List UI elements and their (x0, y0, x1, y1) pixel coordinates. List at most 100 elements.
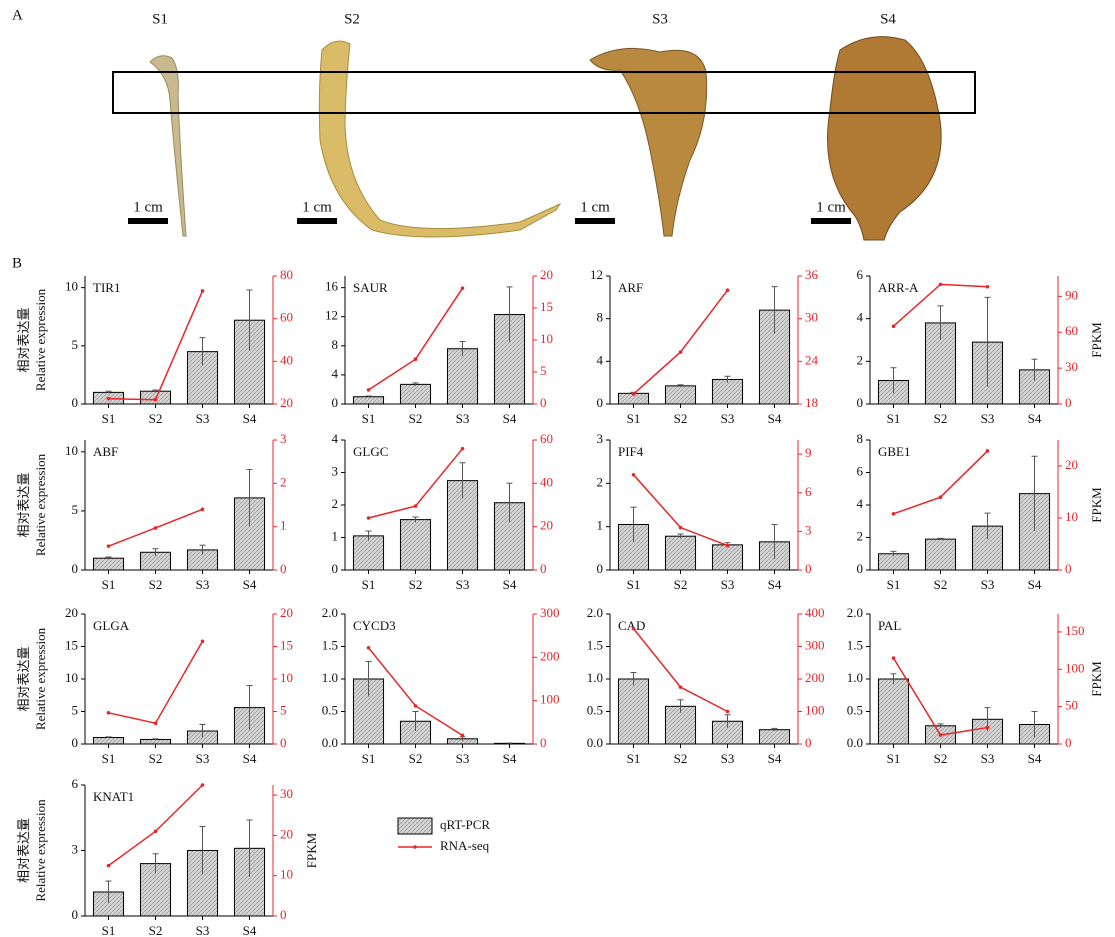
x-tick-label: S2 (149, 923, 163, 937)
y2-tick-label: 20 (540, 518, 553, 533)
x-tick-label: S4 (503, 751, 517, 766)
line-point (106, 396, 111, 401)
line-series (633, 289, 729, 395)
y2-tick-label: 0 (280, 735, 287, 750)
y2-tick-label: 40 (280, 352, 293, 367)
y-tick-label: 4 (597, 352, 604, 367)
y-tick-label: 1.0 (322, 670, 338, 685)
y-tick-label: 2 (332, 496, 339, 511)
line-point (725, 709, 730, 714)
line-series (893, 450, 989, 515)
y2-tick-label: 100 (1065, 660, 1085, 675)
x-tick-label: S4 (1028, 577, 1042, 592)
y2-tick-label: 0 (1065, 561, 1072, 576)
line-point (938, 495, 943, 500)
line-point (413, 504, 418, 508)
y2-tick-label: 10 (540, 331, 553, 346)
x-tick-label: S2 (934, 751, 948, 766)
y2-tick-label: 30 (280, 786, 293, 801)
x-tick-label: S3 (196, 923, 210, 937)
y2-tick-label: 18 (805, 395, 818, 410)
chart-title: KNAT1 (93, 789, 134, 804)
line-point (678, 685, 683, 689)
y2-tick-label: 50 (1065, 698, 1078, 713)
bar (92, 891, 125, 917)
x-tick-label: S1 (362, 577, 376, 592)
legend-label: qRT-PCR (440, 817, 490, 832)
highlight-box (112, 71, 976, 114)
scale-bar (128, 218, 168, 224)
line-point (460, 446, 465, 451)
chart-title: GLGA (93, 618, 130, 633)
y-tick-label: 5 (72, 702, 79, 717)
y-tick-label: 16 (325, 279, 339, 294)
y2-tick-label: 0 (540, 561, 547, 576)
y2-tick-label: 5 (280, 702, 287, 717)
x-tick-label: S3 (721, 411, 735, 426)
y2-tick-label: 20 (280, 826, 293, 841)
y2-tick-label: 60 (540, 431, 553, 446)
x-tick-label: S2 (934, 411, 948, 426)
y-tick-label: 4 (857, 310, 864, 325)
line-point (678, 525, 683, 530)
chart-title: ARF (618, 280, 643, 295)
line-point (106, 711, 111, 715)
y2-tick-label: 0 (280, 561, 287, 576)
y-tick-label: 5 (72, 502, 79, 517)
y-axis-label: Relative expression (33, 288, 48, 391)
y2-tick-label: 0 (1065, 395, 1072, 410)
y2-tick-label: 5 (540, 363, 547, 378)
y2-tick-label: 20 (540, 267, 553, 282)
y-tick-label: 10 (65, 670, 78, 685)
y2-tick-label: 0 (805, 561, 812, 576)
x-tick-label: S4 (243, 751, 257, 766)
y-tick-label: 0 (72, 907, 79, 922)
y-tick-label: 0.0 (322, 735, 338, 750)
y-tick-label: 2.0 (322, 605, 338, 620)
y2-tick-label: 0 (805, 735, 812, 750)
scale-label: 1 cm (133, 199, 163, 215)
y2-tick-label: 30 (1065, 359, 1078, 374)
bar (664, 385, 697, 405)
x-tick-label: S4 (243, 411, 257, 426)
y-tick-label: 8 (332, 337, 339, 352)
y-tick-label: 2 (597, 474, 604, 489)
x-tick-label: S3 (196, 751, 210, 766)
line-point (985, 449, 990, 453)
line-point (153, 829, 158, 834)
y-tick-label: 8 (857, 431, 864, 446)
scale-bar (575, 218, 615, 224)
line-series (108, 640, 204, 725)
legend-point (413, 845, 417, 849)
x-tick-label: S1 (102, 411, 116, 426)
y-tick-label: 3 (597, 431, 604, 446)
y-tick-label: 2.0 (847, 605, 863, 620)
chart-title: ARR-A (878, 280, 919, 295)
y2-tick-label: 20 (280, 605, 293, 620)
line-point (631, 472, 636, 477)
line-point (153, 721, 158, 725)
x-tick-label: S1 (627, 577, 641, 592)
line-point (631, 392, 636, 396)
y2-tick-label: 100 (540, 692, 560, 707)
y2-tick-label: 200 (540, 648, 560, 663)
stage-label: S1 (152, 11, 168, 27)
bar (399, 519, 432, 571)
y-tick-label: 10 (65, 443, 78, 458)
y2-axis-label: FPKM (1089, 661, 1104, 697)
line-point (460, 286, 465, 290)
y2-tick-label: 100 (805, 702, 825, 717)
y-tick-label: 0 (72, 735, 79, 750)
x-tick-label: S1 (887, 411, 901, 426)
x-tick-label: S4 (768, 411, 782, 426)
scale-label: 1 cm (580, 199, 610, 215)
y-tick-label: 0 (332, 561, 339, 576)
y-tick-label: 0 (857, 395, 864, 410)
line-point (366, 388, 371, 392)
y2-tick-label: 15 (540, 299, 553, 314)
y-axis-label: 相对表达量 (16, 818, 31, 883)
bar (711, 544, 744, 571)
y2-tick-label: 60 (1065, 323, 1078, 338)
bar (399, 383, 432, 405)
y-tick-label: 1 (597, 518, 604, 533)
